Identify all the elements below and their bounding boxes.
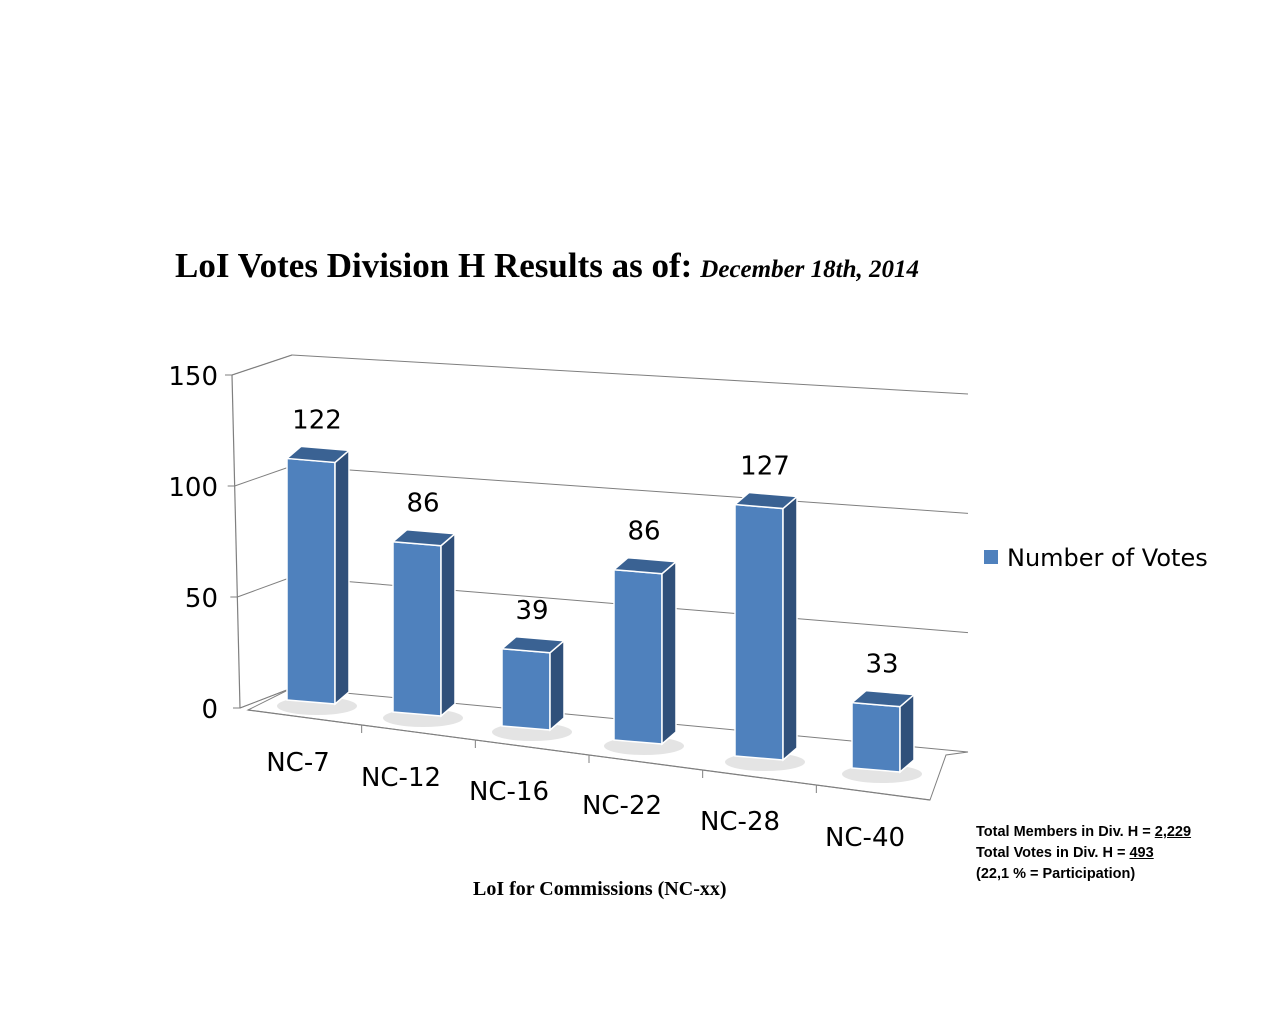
bar-front — [613, 568, 663, 745]
bar-side — [782, 494, 798, 762]
bar-front — [392, 540, 442, 717]
bar-top — [850, 689, 916, 708]
x-tick-label: NC-40 — [825, 823, 905, 853]
bar-front — [286, 457, 336, 705]
bar-top — [500, 636, 566, 654]
data-label: 86 — [406, 489, 439, 519]
x-axis-labels: NC-7 NC-12 NC-16 NC-22 NC-28 NC-40 — [266, 748, 905, 853]
y-tick-label: 50 — [185, 584, 218, 614]
bar-NC-28 — [725, 491, 805, 771]
chart-bars — [277, 445, 922, 783]
legend-swatch — [984, 550, 998, 564]
data-label: 127 — [740, 452, 790, 482]
y-tick-label: 100 — [168, 473, 218, 503]
total-votes-line: Total Votes in Div. H = 493 — [976, 843, 1191, 864]
bar-NC-16 — [492, 636, 572, 741]
total-members-value: 2,229 — [1154, 824, 1192, 840]
bar-top — [285, 445, 351, 464]
gridline-wall — [239, 687, 293, 709]
bar-NC-7 — [277, 445, 357, 715]
bar-side — [334, 448, 350, 706]
bar-NC-22 — [604, 556, 684, 755]
data-label: 39 — [515, 596, 548, 626]
total-members-label: Total Members in Div. H = — [976, 824, 1155, 840]
bar-NC-40 — [842, 689, 922, 783]
data-label: 33 — [865, 650, 898, 680]
x-tick-label: NC-12 — [361, 763, 441, 793]
x-tick-label: NC-16 — [469, 777, 549, 807]
chart-title-date: December 18th, 2014 — [700, 256, 920, 283]
chart-title: LoI Votes Division H Results as of: Decem… — [175, 246, 919, 286]
chart-title-main: LoI Votes Division H Results as of: — [175, 246, 693, 285]
gridline-wall — [231, 354, 293, 376]
bar-top — [391, 528, 457, 547]
bar-NC-12 — [383, 528, 463, 727]
x-tick-label: NC-28 — [700, 807, 780, 837]
bar-top — [733, 491, 799, 510]
x-axis-title: LoI for Commissions (NC-xx) — [473, 878, 727, 900]
bar-side — [899, 693, 915, 774]
legend-label: Number of Votes — [1007, 544, 1208, 572]
bar-side — [549, 639, 565, 732]
bar-front — [734, 503, 784, 761]
gridline-wall — [234, 465, 293, 487]
data-labels: 122 86 39 86 127 33 — [292, 405, 898, 679]
bar-top — [612, 556, 678, 575]
bar-front — [501, 647, 551, 731]
stats-notes: Total Members in Div. H = 2,229 Total Vo… — [976, 822, 1191, 885]
data-label: 86 — [627, 517, 660, 547]
gridline-wall — [237, 576, 293, 598]
gridline — [291, 354, 969, 395]
bar-side — [661, 560, 677, 746]
x-tick-label: NC-7 — [266, 748, 330, 778]
data-label: 122 — [292, 405, 342, 435]
participation-line: (22,1 % = Participation) — [976, 866, 1136, 882]
bar-front — [851, 701, 901, 773]
legend: Number of Votes — [984, 544, 1208, 572]
x-tick-label: NC-22 — [582, 791, 662, 821]
total-members-line: Total Members in Div. H = 2,229 — [976, 822, 1191, 843]
bar-side — [440, 532, 456, 718]
total-votes-label: Total Votes in Div. H = — [976, 845, 1130, 861]
y-tick-label: 150 — [168, 362, 218, 392]
total-votes-value: 493 — [1129, 845, 1154, 861]
y-axis-labels: 0 50 100 150 — [168, 362, 218, 725]
y-axis-line — [231, 374, 241, 709]
y-tick-label: 0 — [201, 695, 218, 725]
gridline — [291, 465, 969, 514]
